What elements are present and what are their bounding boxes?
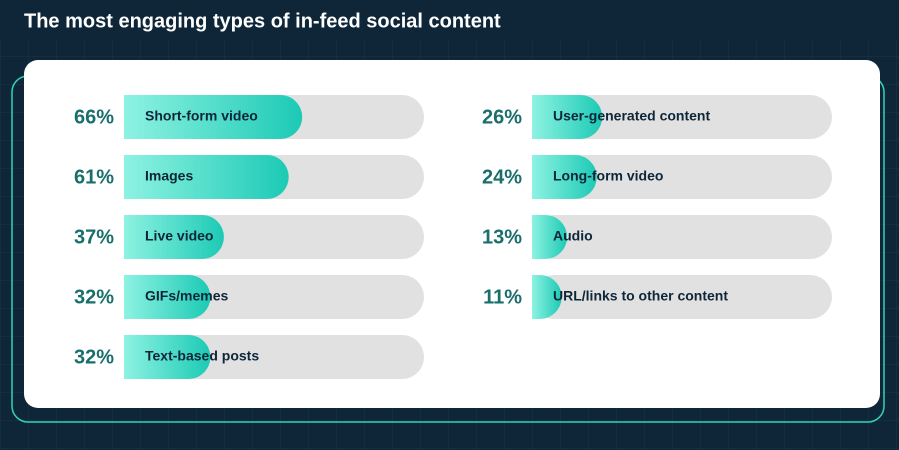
- category-label: Text-based posts: [145, 348, 259, 364]
- bar: [124, 275, 211, 319]
- value-label: 24%: [482, 166, 522, 188]
- bar: [124, 155, 289, 199]
- value-label: 32%: [74, 286, 114, 308]
- card: [24, 60, 880, 408]
- category-label: Images: [145, 168, 193, 184]
- value-label: 37%: [74, 226, 114, 248]
- value-label: 13%: [482, 226, 522, 248]
- category-label: Audio: [553, 228, 593, 244]
- bar: [124, 215, 224, 259]
- bar-track: [532, 275, 832, 319]
- category-label: GIFs/memes: [145, 288, 228, 304]
- category-label: URL/links to other content: [553, 288, 728, 304]
- category-label: Long-form video: [553, 168, 663, 184]
- category-label: User-generated content: [553, 108, 710, 124]
- value-label: 32%: [74, 346, 114, 368]
- value-label: 11%: [483, 286, 522, 308]
- category-label: Live video: [145, 228, 213, 244]
- bar-track: [532, 215, 832, 259]
- value-label: 66%: [74, 106, 114, 128]
- bar: [124, 95, 303, 139]
- bar: [532, 215, 568, 259]
- value-label: 26%: [482, 106, 522, 128]
- bar: [124, 335, 211, 379]
- bar: [532, 155, 597, 199]
- value-label: 61%: [74, 166, 114, 188]
- chart-title: The most engaging types of in-feed socia…: [24, 10, 501, 32]
- category-label: Short-form video: [145, 108, 258, 124]
- bar-track: [532, 95, 832, 139]
- bar-track: [532, 155, 832, 199]
- bar: [532, 275, 562, 319]
- bar: [532, 95, 603, 139]
